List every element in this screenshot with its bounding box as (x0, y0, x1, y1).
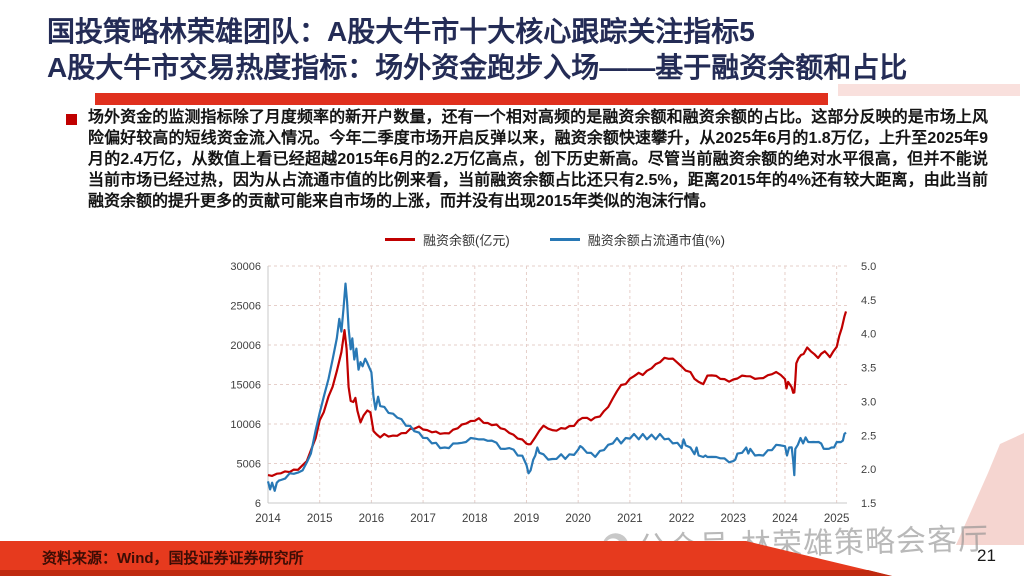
chart: 融资余额(亿元) 融资余额占流通市值(%) 30006 25006 20006 150… (220, 230, 890, 535)
svg-text:15006: 15006 (230, 380, 261, 392)
svg-text:3.0: 3.0 (861, 396, 876, 408)
svg-text:2024: 2024 (772, 513, 798, 525)
title-underline-bar (95, 93, 828, 105)
svg-text:2022: 2022 (669, 513, 695, 525)
decor-faint-one (956, 433, 1024, 545)
svg-text:5.0: 5.0 (861, 261, 876, 273)
svg-text:2016: 2016 (359, 513, 385, 525)
page-number: 21 (977, 546, 996, 565)
svg-text:2018: 2018 (462, 513, 488, 525)
svg-text:3.5: 3.5 (861, 363, 876, 375)
title-block: 国投策略林荣雄团队：A股大牛市十大核心跟踪关注指标5 A股大牛市交易热度指标：场… (47, 14, 907, 86)
footer-red-band (0, 541, 892, 576)
legend-item-balance-ratio: 融资余额占流通市值(%) (549, 230, 725, 249)
svg-text:30006: 30006 (230, 261, 261, 273)
svg-text:2.0: 2.0 (861, 464, 876, 476)
svg-text:6: 6 (255, 498, 261, 510)
svg-text:20006: 20006 (230, 340, 261, 352)
svg-text:2023: 2023 (720, 513, 746, 525)
legend-line-swatch-red (385, 237, 416, 241)
decor-pink-strip (838, 84, 1020, 96)
legend-line-swatch-blue (549, 237, 580, 241)
chart-legend: 融资余额(亿元) 融资余额占流通市值(%) (220, 230, 890, 248)
bullet-square-marker (66, 114, 77, 125)
svg-text:2025: 2025 (824, 513, 850, 525)
line-chart-plot: 30006 25006 20006 15006 10006 5006 6 5.0 4.5 4.0 3… (230, 261, 876, 525)
svg-text:2015: 2015 (307, 513, 333, 525)
svg-text:4.0: 4.0 (861, 329, 876, 341)
svg-text:2017: 2017 (410, 513, 436, 525)
legend-item-financing-balance: 融资余额(亿元) (385, 230, 510, 249)
page-title-line1: 国投策略林荣雄团队：A股大牛市十大核心跟踪关注指标5 (47, 16, 755, 47)
svg-text:1.5: 1.5 (861, 498, 876, 510)
svg-text:10006: 10006 (230, 419, 261, 431)
page-title-line2: A股大牛市交易热度指标：场外资金跑步入场——基于融资余额和占比 (47, 52, 908, 83)
svg-text:2.5: 2.5 (861, 430, 876, 442)
source-attribution: 资料来源：Wind，国投证券证券研究所 (42, 550, 304, 567)
legend-label: 融资余额(亿元) (423, 232, 510, 248)
svg-text:4.5: 4.5 (861, 295, 876, 307)
svg-text:5006: 5006 (237, 459, 261, 471)
svg-text:25006: 25006 (230, 301, 261, 313)
svg-text:2019: 2019 (514, 513, 540, 525)
svg-text:2014: 2014 (255, 513, 281, 525)
body-paragraph: 场外资金的监测指标除了月度频率的新开户数量，还有一个相对高频的是融资余额和融资余… (88, 109, 988, 210)
svg-text:2020: 2020 (565, 513, 591, 525)
svg-text:2021: 2021 (617, 513, 643, 525)
legend-label: 融资余额占流通市值(%) (587, 232, 725, 248)
